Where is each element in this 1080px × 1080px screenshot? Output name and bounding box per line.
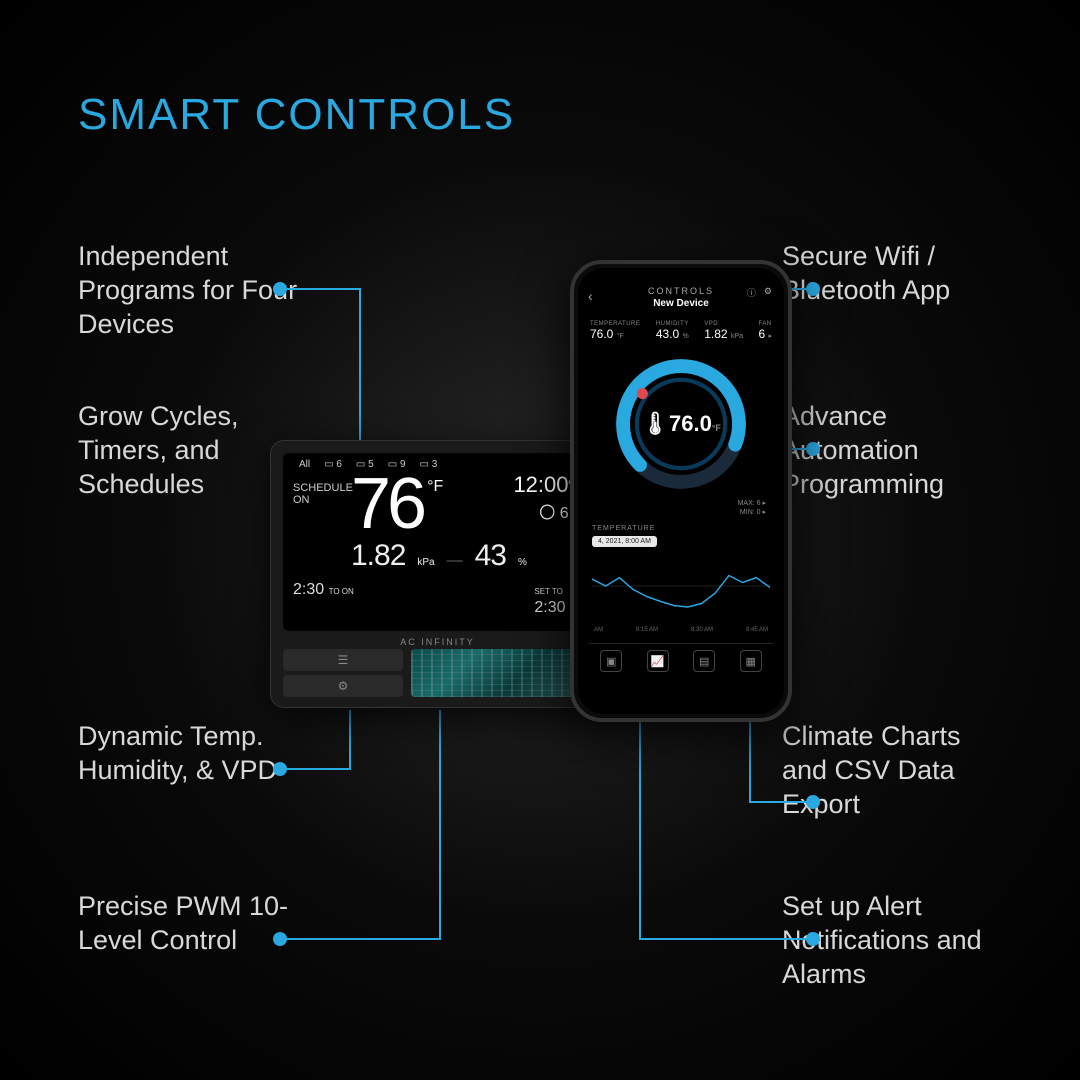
connector-dot <box>806 282 820 296</box>
controller-timer-row: 2:30 TO ON SET TO2:30 AM <box>293 581 582 617</box>
controller-temp: 76°F <box>351 474 443 535</box>
connector-dot <box>273 762 287 776</box>
phone-chart-label: TEMPERATURE <box>588 525 774 532</box>
nav-notes-icon[interactable]: ▤ <box>693 650 715 672</box>
phone-device: ‹ CONTROLS ⓘ ⚙ New Device TEMPERATURE 76… <box>570 260 792 722</box>
connector-dot <box>806 795 820 809</box>
controller-menu-button[interactable]: ☰ <box>283 649 403 671</box>
phone-header: ‹ CONTROLS ⓘ ⚙ <box>588 286 774 296</box>
connector-dot <box>273 932 287 946</box>
nav-alerts-icon[interactable]: ▦ <box>740 650 762 672</box>
gear-icon[interactable]: ⚙ <box>764 286 774 299</box>
page-title: SMART CONTROLS <box>78 90 515 140</box>
phone-minmax: MAX: 6 ▸ MIN: 0 ▸ <box>588 499 774 517</box>
stat-humidity: HUMIDITY 43.0 % <box>656 321 689 341</box>
feature-right-1: Secure Wifi / Bluetooth App <box>782 240 1002 308</box>
controller-screen: All ▭ 6 ▭ 5 ▭ 9 ▭ 3 SCHEDULE ON 76°F 12:… <box>283 453 592 631</box>
feature-left-2: Grow Cycles, Timers, and Schedules <box>78 400 298 501</box>
feature-left-4: Precise PWM 10-Level Control <box>78 890 298 958</box>
controller-reading-row: 1.82kPa — 43% <box>293 539 582 573</box>
phone-device-name: New Device <box>588 298 774 309</box>
controller-device: All ▭ 6 ▭ 5 ▭ 9 ▭ 3 SCHEDULE ON 76°F 12:… <box>270 440 605 708</box>
phone-bottom-nav: ▣ 📈 ▤ ▦ <box>588 643 774 678</box>
feature-left-1: Independent Programs for Four Devices <box>78 240 298 341</box>
phone-chart-xaxis: AM 8:15 AM 8:30 AM 8:45 AM <box>588 627 774 633</box>
phone-gauge: 🌡76.0°F <box>612 355 750 493</box>
stat-fan: FAN 6 ▸ <box>758 321 772 341</box>
phone-stats-row: TEMPERATURE 76.0 °F HUMIDITY 43.0 % VPD … <box>588 321 774 341</box>
controller-settings-button[interactable]: ⚙ <box>283 675 403 697</box>
stat-vpd: VPD 1.82 kPa <box>704 321 743 341</box>
phone-timestamp: 4, 2021, 8:00 AM <box>592 536 657 547</box>
controller-mode: SCHEDULE ON <box>293 474 351 506</box>
feature-left-3: Dynamic Temp. Humidity, & VPD <box>78 720 298 788</box>
back-icon[interactable]: ‹ <box>588 288 595 304</box>
connector-dot <box>806 442 820 456</box>
connector-dot <box>273 282 287 296</box>
info-icon[interactable]: ⓘ <box>747 286 758 299</box>
controller-channel-row: All ▭ 6 ▭ 5 ▭ 9 ▭ 3 <box>293 459 582 470</box>
connector-dot <box>806 932 820 946</box>
nav-home-icon[interactable]: ▣ <box>600 650 622 672</box>
stat-temperature: TEMPERATURE 76.0 °F <box>590 321 640 341</box>
controller-brand: AC INFINITY <box>271 637 604 647</box>
nav-chart-icon[interactable]: 📈 <box>647 650 669 672</box>
phone-chart <box>592 551 770 621</box>
controller-button-panel: ☰ ⚙ <box>283 649 403 697</box>
controller-pcb-cutaway <box>411 649 592 697</box>
phone-screen: ‹ CONTROLS ⓘ ⚙ New Device TEMPERATURE 76… <box>578 268 784 714</box>
